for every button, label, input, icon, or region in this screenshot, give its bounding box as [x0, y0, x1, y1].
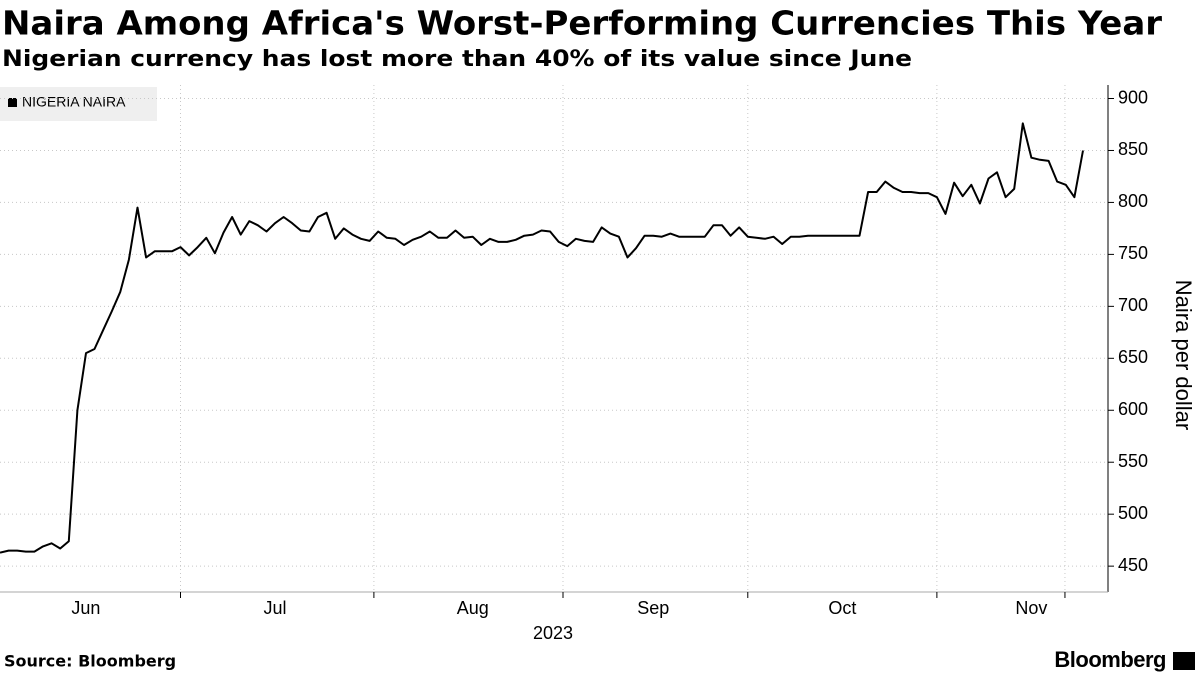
y-tick-label: 600 [1118, 399, 1148, 419]
source: Source: Bloomberg [4, 652, 176, 671]
legend-label: NIGERIA NAIRA [22, 94, 126, 110]
chart-title: Naira Among Africa's Worst-Performing Cu… [2, 4, 1163, 43]
y-tick-label: 800 [1118, 191, 1148, 211]
y-tick-label: 700 [1118, 295, 1148, 315]
chart-subtitle: Nigerian currency has lost more than 40%… [2, 47, 912, 72]
y-tick-label: 750 [1118, 243, 1148, 263]
y-tick-label: 550 [1118, 451, 1148, 471]
brand: Bloomberg [1054, 647, 1166, 672]
x-axis-label: 2023 [533, 623, 573, 643]
x-tick-label: Sep [637, 598, 669, 618]
y-tick-label: 650 [1118, 347, 1148, 367]
series-line [0, 122, 1084, 554]
x-tick-label: Jul [264, 598, 287, 618]
x-tick-label: Oct [828, 598, 856, 618]
y-axis-label: Naira per dollar [1171, 280, 1196, 430]
brand-icon [1173, 652, 1195, 670]
x-tick-label: Jun [71, 598, 100, 618]
legend-swatch [8, 98, 17, 107]
x-tick-label: Nov [1015, 598, 1047, 618]
legend-box [0, 87, 157, 121]
x-tick-label: Aug [457, 598, 489, 618]
y-tick-label: 850 [1118, 139, 1148, 159]
y-tick-label: 450 [1118, 555, 1148, 575]
y-tick-label: 900 [1118, 87, 1148, 107]
y-tick-label: 500 [1118, 503, 1148, 523]
